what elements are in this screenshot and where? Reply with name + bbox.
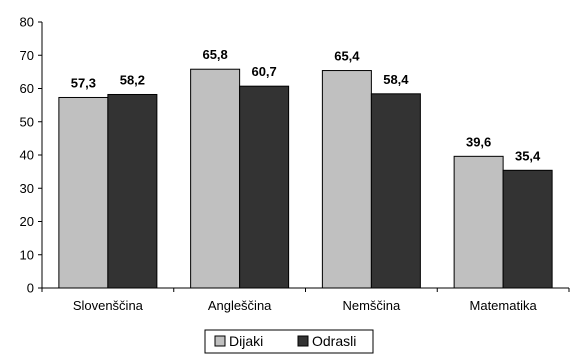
bar-dijaki xyxy=(453,155,504,289)
y-tick-label: 40 xyxy=(20,148,34,163)
bar-odrasli xyxy=(239,85,290,289)
x-tick-label: Nemščina xyxy=(342,298,401,313)
y-tick-label: 60 xyxy=(20,81,34,96)
bars xyxy=(58,68,553,289)
bar-odrasli xyxy=(370,93,421,289)
y-tick-label: 30 xyxy=(20,181,34,196)
legend-label: Odrasli xyxy=(312,333,356,349)
y-tick-label: 20 xyxy=(20,214,34,229)
legend: Dijaki Odrasli xyxy=(204,329,374,354)
y-axis: 0 10 20 30 40 50 60 70 80 xyxy=(20,15,43,296)
bar-odrasli xyxy=(502,169,553,289)
data-label: 57,3 xyxy=(71,75,96,90)
x-axis: Slovenščina Angleščina Nemščina Matematika xyxy=(41,287,570,313)
data-label: 65,4 xyxy=(334,49,360,64)
data-label: 58,2 xyxy=(120,72,145,87)
legend-box xyxy=(204,329,374,354)
data-label: 39,6 xyxy=(466,134,491,149)
data-labels: 57,3 58,2 65,8 60,7 65,4 58,4 39,6 35,4 xyxy=(71,47,541,163)
legend-swatch-odrasli xyxy=(297,335,309,347)
y-tick-label: 0 xyxy=(27,281,34,296)
data-label: 58,4 xyxy=(383,72,409,87)
legend-label: Dijaki xyxy=(229,333,263,349)
bar-dijaki xyxy=(190,68,241,289)
y-tick-label: 80 xyxy=(20,15,34,30)
x-tick-label: Slovenščina xyxy=(73,298,144,313)
bar-dijaki xyxy=(58,96,109,289)
data-label: 60,7 xyxy=(251,64,276,79)
legend-swatch-dijaki xyxy=(214,335,226,347)
y-tick-label: 70 xyxy=(20,48,34,63)
y-tick-label: 10 xyxy=(20,247,34,262)
bar-dijaki xyxy=(321,70,372,289)
bar-odrasli xyxy=(107,93,158,289)
x-tick-label: Angleščina xyxy=(208,298,272,313)
data-label: 65,8 xyxy=(202,47,227,62)
data-label: 35,4 xyxy=(515,148,541,163)
x-tick-label: Matematika xyxy=(470,298,538,313)
y-tick-label: 50 xyxy=(20,114,34,129)
